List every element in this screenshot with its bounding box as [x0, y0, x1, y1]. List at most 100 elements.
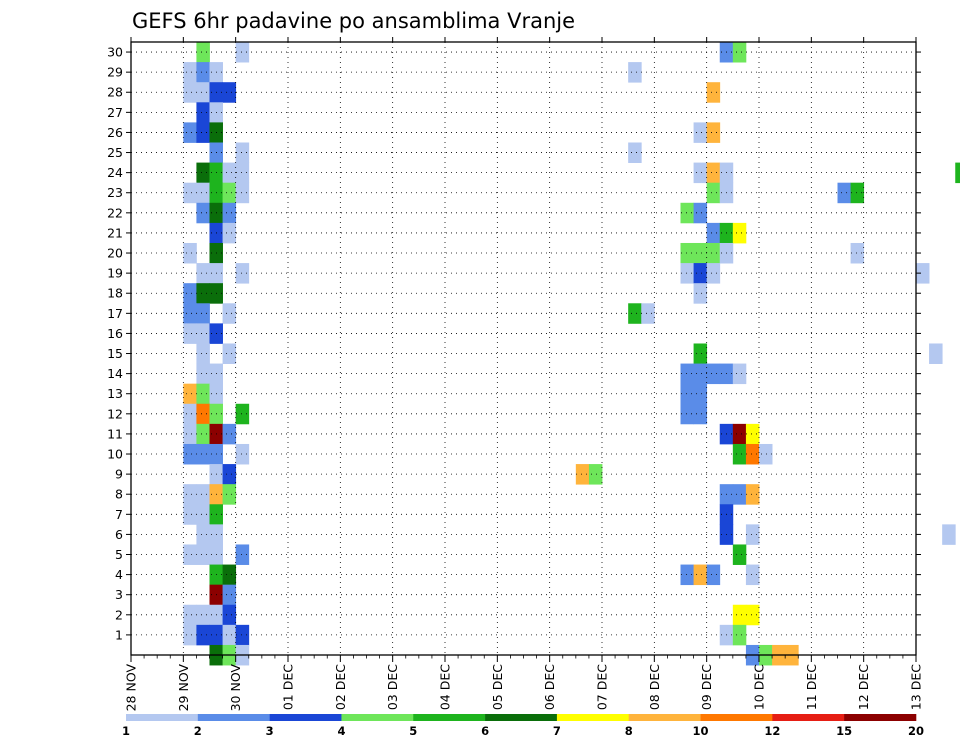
colorbar-label: 1	[122, 724, 130, 738]
x-tick-label: 08 DEC	[647, 664, 662, 710]
colorbar-segment	[341, 714, 414, 721]
colorbar-label: 7	[553, 724, 561, 738]
heatmap-cell	[183, 504, 197, 525]
y-tick-label: 15	[107, 346, 123, 361]
heatmap-cell	[680, 403, 694, 425]
colorbar-label: 4	[337, 724, 345, 738]
heatmap-cell	[706, 242, 721, 264]
y-tick-label: 24	[107, 165, 123, 180]
heatmap-cell	[588, 464, 603, 485]
heatmap-cell	[222, 82, 237, 103]
heatmap-cell	[196, 484, 210, 505]
heatmap-cell	[222, 484, 237, 505]
heatmap-cell	[222, 564, 237, 586]
heatmap-cell	[706, 82, 721, 103]
y-tick-label: 6	[115, 527, 123, 542]
heatmap-cell	[235, 544, 250, 565]
colorbar-segment	[197, 714, 270, 721]
heatmap-cell	[693, 263, 708, 284]
colorbar-label: 20	[908, 724, 924, 738]
colorbar-segment	[772, 714, 845, 721]
heatmap-cell	[183, 323, 197, 344]
x-tick-label: 02 DEC	[333, 664, 348, 710]
heatmap-cell	[196, 423, 210, 445]
heatmap-cell	[222, 464, 237, 485]
heatmap-cell	[196, 263, 210, 284]
y-tick-label: 25	[107, 145, 123, 160]
x-tick-label: 07 DEC	[595, 664, 610, 710]
heatmap-cell	[745, 423, 760, 445]
heatmap-cell	[222, 182, 237, 204]
heatmap-cell	[732, 222, 747, 244]
heatmap-cell	[235, 443, 250, 465]
heatmap-cell	[706, 162, 721, 184]
x-tick-label: 13 DEC	[909, 664, 924, 710]
y-tick-label: 3	[115, 587, 123, 602]
heatmap-cell	[183, 303, 197, 324]
y-tick-label: 2	[115, 607, 123, 622]
heatmap-cell	[628, 142, 642, 163]
x-tick-label: 11 DEC	[804, 664, 819, 710]
x-tick-label: 28 NOV	[124, 664, 139, 712]
heatmap-cell	[850, 182, 865, 204]
heatmap-cell	[732, 42, 747, 63]
heatmap-cell	[183, 544, 197, 565]
y-tick-label: 20	[107, 246, 123, 261]
heatmap-cell	[955, 162, 960, 184]
y-tick-label: 13	[107, 386, 123, 401]
heatmap-cell	[222, 343, 237, 364]
heatmap-cell	[837, 182, 851, 204]
heatmap-cell	[183, 624, 197, 646]
heatmap-cell	[745, 443, 760, 465]
heatmap-cell	[235, 624, 250, 646]
y-tick-label: 7	[115, 507, 123, 522]
heatmap-cell	[222, 584, 237, 606]
heatmap-cell	[183, 403, 197, 425]
colorbar-segment	[844, 714, 917, 721]
heatmap-cell	[222, 222, 237, 244]
heatmap-cell	[929, 343, 943, 364]
colorbar-label: 6	[481, 724, 489, 738]
heatmap-cell	[196, 383, 210, 405]
heatmap-cell	[732, 604, 747, 626]
y-tick-label: 19	[107, 266, 123, 281]
y-tick-label: 14	[107, 366, 123, 381]
y-tick-label: 21	[107, 225, 123, 240]
heatmap-cell	[235, 263, 250, 284]
heatmap-cell	[706, 564, 721, 586]
heatmap-cell	[732, 484, 747, 505]
heatmap-cell	[183, 443, 197, 465]
heatmap-cell	[196, 283, 210, 304]
y-tick-label: 17	[107, 306, 123, 321]
heatmap-cell	[196, 82, 210, 103]
heatmap-cell	[850, 242, 865, 264]
heatmap-cell	[706, 263, 721, 284]
x-tick-label: 09 DEC	[699, 664, 714, 710]
heatmap-cell	[641, 303, 655, 324]
colorbar-segment	[628, 714, 701, 721]
heatmap-cell	[196, 42, 210, 63]
y-tick-label: 29	[107, 65, 123, 80]
heatmap-cell	[222, 604, 237, 626]
heatmap-cell	[196, 504, 210, 525]
heatmap-cell	[628, 62, 642, 83]
heatmap-cell	[196, 62, 210, 83]
heatmap-cell	[693, 122, 708, 143]
heatmap-cell	[732, 544, 747, 565]
heatmap-cell	[680, 242, 694, 264]
y-tick-label: 5	[115, 547, 123, 562]
heatmap-cell	[196, 182, 210, 204]
colorbar-label: 12	[764, 724, 780, 738]
heatmap-cell	[693, 162, 708, 184]
heatmap-cell	[196, 102, 210, 123]
y-tick-label: 8	[115, 487, 123, 502]
x-tick-label: 30 NOV	[228, 664, 243, 712]
heatmap-cell	[693, 343, 708, 364]
heatmap-cell	[196, 162, 210, 184]
heatmap-cell	[732, 423, 747, 445]
y-tick-label: 10	[107, 447, 123, 462]
heatmap-cells	[183, 42, 960, 666]
heatmap-cell	[693, 202, 708, 224]
heatmap-cell	[732, 624, 747, 646]
y-tick-label: 23	[107, 185, 123, 200]
